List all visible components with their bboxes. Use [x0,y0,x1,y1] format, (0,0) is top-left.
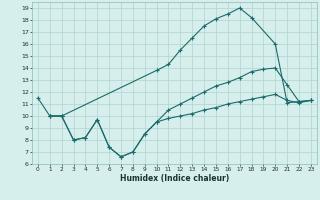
X-axis label: Humidex (Indice chaleur): Humidex (Indice chaleur) [120,174,229,183]
